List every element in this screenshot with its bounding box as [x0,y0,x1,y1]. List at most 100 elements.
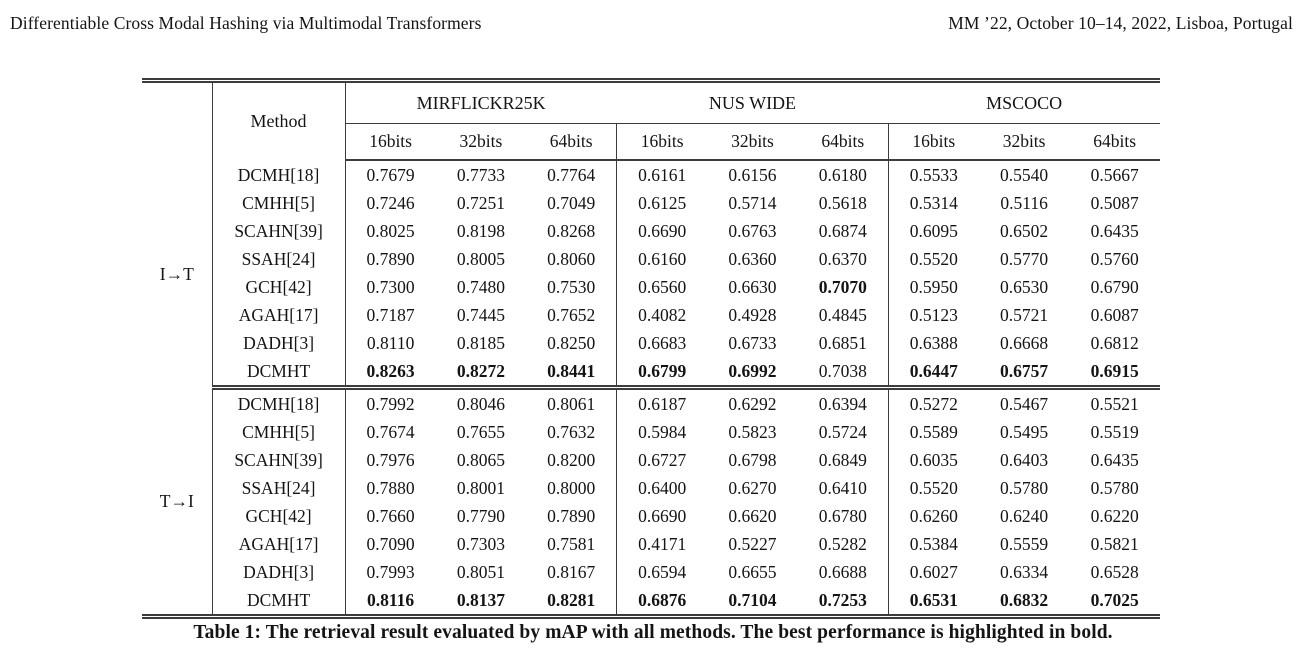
map-value-cell: 0.6435 [1090,221,1139,241]
map-value-cell: 0.6763 [728,221,777,241]
table-row: DADH[3] 0.8110 0.8185 0.8250 0.6683 0.6733 0.6… [142,329,1160,357]
map-value-cell: 0.7993 [344,558,436,586]
table-row: CMHH[5] 0.7674 0.7655 0.7632 0.5984 0.5823 0.5… [142,418,1160,446]
map-value-cell: 0.5780 [1090,478,1139,498]
map-value-cell: 0.5272 [887,387,979,418]
map-value-cell: 0.7104 [728,590,777,610]
map-value-cell: 0.6799 [616,357,708,390]
table-caption: Table 1: The retrieval result evaluated … [193,622,1113,643]
map-value-cell: 0.7733 [456,165,505,185]
results-table-body: I→T DCMH[18] 0.7679 0.7733 0.7764 0.6161 0.615… [142,160,1160,617]
map-value-cell: 0.7025 [1090,590,1139,610]
method-name-cell: GCH[42] [211,273,346,301]
map-value-cell: 0.8005 [456,249,505,269]
map-value-cell: 0.7764 [547,165,596,185]
map-value-cell: 0.6292 [728,394,777,414]
map-value-cell: 0.6161 [616,160,708,189]
table-row: I→T DCMH[18] 0.7679 0.7733 0.7764 0.6161 0.615… [142,160,1160,284]
map-value-cell: 0.6435 [1090,450,1139,470]
direction-label-cell: I→T [159,263,194,284]
table-row: T→I DCMH[18] 0.7992 0.8046 0.8061 0.6187 0.629… [142,387,1160,511]
map-value-cell: 0.5823 [728,422,777,442]
map-value-cell: 0.6260 [887,502,979,530]
map-value-cell: 0.5116 [1000,193,1048,213]
map-value-cell: 0.7038 [797,357,889,390]
map-value-cell: 0.6180 [818,165,867,185]
method-name-cell: CMHH[5] [211,418,346,446]
map-value-cell: 0.7679 [344,160,436,189]
map-value-cell: 0.6620 [728,506,777,526]
map-value-cell: 0.6394 [818,394,867,414]
map-value-cell: 0.5495 [1000,422,1049,442]
map-value-cell: 0.7253 [818,590,867,610]
map-value-cell: 0.7660 [344,502,436,530]
map-value-cell: 0.7530 [547,277,596,297]
map-value-cell: 0.5533 [887,160,979,189]
method-name-cell: AGAH[17] [211,301,346,329]
map-value-cell: 0.8137 [456,590,505,610]
map-value-cell: 0.4171 [616,530,708,558]
map-value-cell: 0.6160 [616,245,708,273]
map-value-cell: 0.7090 [344,530,436,558]
map-value-cell: 0.7890 [344,245,436,273]
map-value-cell: 0.7632 [547,422,596,442]
map-value-cell: 0.8167 [547,562,596,582]
table-row: AGAH[17] 0.7187 0.7445 0.7652 0.4082 0.4928 0.… [142,301,1160,329]
map-value-cell: 0.8116 [344,586,436,617]
table-row: SSAH[24] 0.7890 0.8005 0.8060 0.6160 0.6360 0.… [142,245,1160,273]
map-value-cell: 0.5780 [1000,478,1049,498]
map-value-cell: 0.6560 [616,273,708,301]
map-value-cell: 0.6655 [728,562,777,582]
map-value-cell: 0.4845 [818,305,867,325]
map-value-cell: 0.6502 [1000,221,1049,241]
map-value-cell: 0.8198 [456,221,505,241]
map-value-cell: 0.5667 [1090,165,1139,185]
bits-header: 64bits [797,123,889,161]
map-value-cell: 0.5540 [1000,165,1049,185]
map-value-cell: 0.6992 [707,357,798,390]
map-value-cell: 0.8110 [344,329,436,357]
direction-label-cell: T→I [159,490,194,511]
method-name-cell: DADH[3] [211,558,346,586]
map-value-cell: 0.6733 [728,333,777,353]
table-row: SSAH[24] 0.7880 0.8001 0.8000 0.6400 0.6270 0.… [142,474,1160,502]
map-value-cell: 0.5520 [887,245,979,273]
direction-column-header [142,81,212,161]
map-value-cell: 0.5589 [887,418,979,446]
table-row: SCAHN[39] 0.7976 0.8065 0.8200 0.6727 0.6798 0… [142,446,1160,474]
method-name-cell: SCAHN[39] [211,217,346,245]
map-value-cell: 0.5821 [1090,534,1139,554]
bits-header: 16bits [887,123,979,161]
method-name-cell: SCAHN[39] [211,446,346,474]
map-value-cell: 0.5282 [818,534,867,554]
map-value-cell: 0.8441 [526,357,617,390]
map-value-cell: 0.7655 [456,422,505,442]
map-value-cell: 0.8272 [435,357,527,390]
map-value-cell: 0.6757 [978,357,1070,390]
dataset-header-mscoco: MSCOCO [888,80,1160,124]
map-value-cell: 0.6388 [887,329,979,357]
map-value-cell: 0.8268 [547,221,596,241]
map-value-cell: 0.6812 [1090,333,1139,353]
map-value-cell: 0.7246 [344,189,436,217]
map-value-cell: 0.6156 [728,165,777,185]
map-value-cell: 0.8061 [547,394,596,414]
map-value-cell: 0.6531 [887,586,979,617]
method-name-cell: SSAH[24] [211,245,346,273]
map-value-cell: 0.5467 [1000,394,1049,414]
map-value-cell: 0.5714 [728,193,777,213]
map-value-cell: 0.7890 [547,506,596,526]
table-row: GCH[42] 0.7660 0.7790 0.7890 0.6690 0.6620 0.6… [142,502,1160,530]
map-value-cell: 0.6035 [887,446,979,474]
map-value-cell: 0.6530 [1000,277,1049,297]
map-value-cell: 0.6915 [1069,357,1160,390]
map-value-cell: 0.8065 [456,450,505,470]
running-head-title: Differentiable Cross Modal Hashing via M… [10,13,482,33]
map-value-cell: 0.7049 [547,193,596,213]
map-value-cell: 0.6798 [728,450,777,470]
map-value-cell: 0.5950 [887,273,979,301]
map-value-cell: 0.5314 [887,189,979,217]
map-value-cell: 0.6187 [616,387,708,418]
dataset-header-nus-wide: NUS WIDE [616,80,889,124]
map-value-cell: 0.6403 [1000,450,1049,470]
